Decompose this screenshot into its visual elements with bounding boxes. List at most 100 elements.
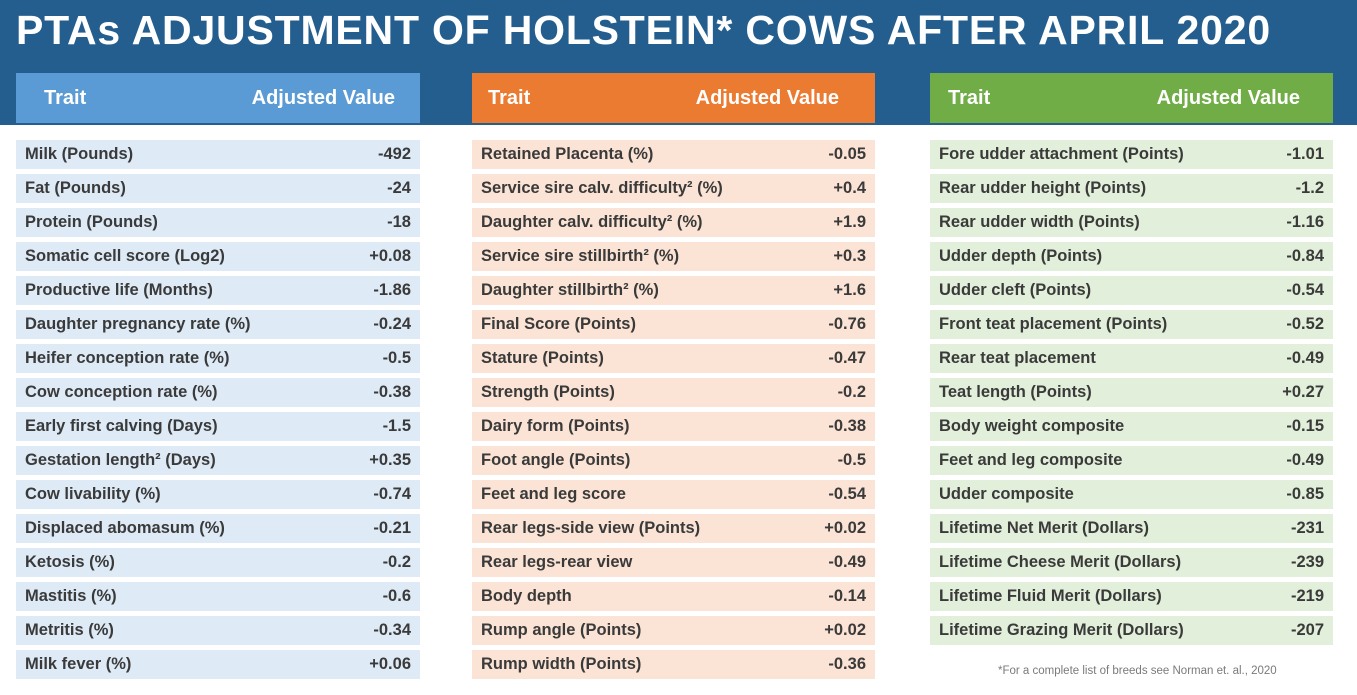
page-title: PTAs ADJUSTMENT OF HOLSTEIN* COWS AFTER … bbox=[16, 7, 1271, 53]
adjusted-value-cell: -0.2 bbox=[382, 553, 411, 571]
adjusted-value-cell: -1.16 bbox=[1286, 213, 1324, 231]
adjusted-value-cell: -0.24 bbox=[373, 315, 411, 333]
adjusted-value-cell: +0.02 bbox=[824, 621, 866, 639]
adjusted-value-cell: -0.54 bbox=[828, 485, 866, 503]
table-rows: Fore udder attachment (Points) -1.01 Rear … bbox=[930, 140, 1333, 645]
adjusted-value-cell: -1.2 bbox=[1295, 179, 1324, 197]
trait-cell: Milk fever (%) bbox=[25, 655, 132, 673]
table-row: Front teat placement (Points) -0.52 bbox=[930, 310, 1333, 339]
trait-cell: Foot angle (Points) bbox=[481, 451, 631, 469]
table-row: Somatic cell score (Log2) +0.08 bbox=[16, 242, 420, 271]
table-column-1: Trait Adjusted Value Milk (Pounds) -492 Fa… bbox=[16, 73, 420, 684]
table-row: Rear legs-rear view -0.49 bbox=[472, 548, 875, 577]
table-row: Daughter stillbirth² (%) +1.6 bbox=[472, 276, 875, 305]
adjusted-value-cell: +0.35 bbox=[369, 451, 411, 469]
adjusted-value-cell: -1.86 bbox=[373, 281, 411, 299]
table-header: Trait Adjusted Value bbox=[16, 73, 420, 123]
trait-cell: Lifetime Net Merit (Dollars) bbox=[939, 519, 1149, 537]
table-row: Daughter pregnancy rate (%) -0.24 bbox=[16, 310, 420, 339]
table-row: Stature (Points) -0.47 bbox=[472, 344, 875, 373]
table-row: Feet and leg score -0.54 bbox=[472, 480, 875, 509]
table-row: Service sire stillbirth² (%) +0.3 bbox=[472, 242, 875, 271]
trait-cell: Retained Placenta (%) bbox=[481, 145, 654, 163]
trait-cell: Metritis (%) bbox=[25, 621, 114, 639]
table-row: Service sire calv. difficulty² (%) +0.4 bbox=[472, 174, 875, 203]
adjusted-value-cell: +1.9 bbox=[833, 213, 866, 231]
table-row: Mastitis (%) -0.6 bbox=[16, 582, 420, 611]
trait-cell: Heifer conception rate (%) bbox=[25, 349, 230, 367]
table-row: Fore udder attachment (Points) -1.01 bbox=[930, 140, 1333, 169]
adjusted-value-cell: -0.5 bbox=[382, 349, 411, 367]
trait-header: Trait bbox=[488, 86, 531, 109]
table-row: Ketosis (%) -0.2 bbox=[16, 548, 420, 577]
adjusted-value-cell: -0.49 bbox=[828, 553, 866, 571]
table-row: Dairy form (Points) -0.38 bbox=[472, 412, 875, 441]
table-row: Rump angle (Points) +0.02 bbox=[472, 616, 875, 645]
table-row: Daughter calv. difficulty² (%) +1.9 bbox=[472, 208, 875, 237]
trait-cell: Mastitis (%) bbox=[25, 587, 117, 605]
table-row: Udder depth (Points) -0.84 bbox=[930, 242, 1333, 271]
adjusted-value-cell: -492 bbox=[377, 145, 411, 163]
adjusted-value-cell: -0.36 bbox=[828, 655, 866, 673]
trait-cell: Daughter calv. difficulty² (%) bbox=[481, 213, 703, 231]
trait-cell: Rump angle (Points) bbox=[481, 621, 642, 639]
trait-cell: Body depth bbox=[481, 587, 572, 605]
trait-cell: Teat length (Points) bbox=[939, 383, 1092, 401]
table-row: Lifetime Fluid Merit (Dollars) -219 bbox=[930, 582, 1333, 611]
trait-cell: Final Score (Points) bbox=[481, 315, 636, 333]
table-row: Metritis (%) -0.34 bbox=[16, 616, 420, 645]
adjusted-value-cell: -0.49 bbox=[1286, 451, 1324, 469]
table-row: Rump width (Points) -0.36 bbox=[472, 650, 875, 679]
trait-cell: Early first calving (Days) bbox=[25, 417, 218, 435]
adjusted-value-cell: -207 bbox=[1290, 621, 1324, 639]
table-row: Body weight composite -0.15 bbox=[930, 412, 1333, 441]
adjusted-value-cell: +0.3 bbox=[833, 247, 866, 265]
table-row: Milk fever (%) +0.06 bbox=[16, 650, 420, 679]
adjusted-value-header: Adjusted Value bbox=[695, 86, 839, 109]
adjusted-value-cell: -239 bbox=[1290, 553, 1324, 571]
adjusted-value-cell: -0.74 bbox=[373, 485, 411, 503]
trait-cell: Feet and leg score bbox=[481, 485, 626, 503]
table-row: Cow livability (%) -0.74 bbox=[16, 480, 420, 509]
trait-cell: Lifetime Grazing Merit (Dollars) bbox=[939, 621, 1184, 639]
table-row: Strength (Points) -0.2 bbox=[472, 378, 875, 407]
trait-cell: Productive life (Months) bbox=[25, 281, 213, 299]
table-row: Displaced abomasum (%) -0.21 bbox=[16, 514, 420, 543]
table-row: Lifetime Net Merit (Dollars) -231 bbox=[930, 514, 1333, 543]
adjusted-value-cell: +0.4 bbox=[833, 179, 866, 197]
footnote: *For a complete list of breeds see Norma… bbox=[998, 665, 1277, 677]
table-row: Early first calving (Days) -1.5 bbox=[16, 412, 420, 441]
table-row: Heifer conception rate (%) -0.5 bbox=[16, 344, 420, 373]
table-row: Rear udder height (Points) -1.2 bbox=[930, 174, 1333, 203]
trait-cell: Udder cleft (Points) bbox=[939, 281, 1092, 299]
adjusted-value-cell: -0.49 bbox=[1286, 349, 1324, 367]
trait-cell: Daughter stillbirth² (%) bbox=[481, 281, 659, 299]
adjusted-value-cell: +1.6 bbox=[833, 281, 866, 299]
adjusted-value-cell: -0.05 bbox=[828, 145, 866, 163]
trait-cell: Rear teat placement bbox=[939, 349, 1096, 367]
trait-cell: Daughter pregnancy rate (%) bbox=[25, 315, 251, 333]
adjusted-value-cell: -0.52 bbox=[1286, 315, 1324, 333]
adjusted-value-cell: -0.34 bbox=[373, 621, 411, 639]
adjusted-value-cell: -231 bbox=[1290, 519, 1324, 537]
adjusted-value-cell: -0.14 bbox=[828, 587, 866, 605]
table-rows: Retained Placenta (%) -0.05 Service sire c… bbox=[472, 140, 875, 679]
table-row: Fat (Pounds) -24 bbox=[16, 174, 420, 203]
table-row: Lifetime Grazing Merit (Dollars) -207 bbox=[930, 616, 1333, 645]
table-row: Protein (Pounds) -18 bbox=[16, 208, 420, 237]
trait-cell: Udder depth (Points) bbox=[939, 247, 1103, 265]
adjusted-value-cell: -0.47 bbox=[828, 349, 866, 367]
adjusted-value-cell: -0.6 bbox=[382, 587, 411, 605]
adjusted-value-cell: -1.5 bbox=[382, 417, 411, 435]
trait-cell: Rump width (Points) bbox=[481, 655, 642, 673]
trait-cell: Lifetime Cheese Merit (Dollars) bbox=[939, 553, 1182, 571]
table-row: Lifetime Cheese Merit (Dollars) -239 bbox=[930, 548, 1333, 577]
trait-cell: Fat (Pounds) bbox=[25, 179, 126, 197]
adjusted-value-cell: -219 bbox=[1290, 587, 1324, 605]
trait-cell: Cow conception rate (%) bbox=[25, 383, 218, 401]
adjusted-value-cell: -0.21 bbox=[373, 519, 411, 537]
trait-cell: Strength (Points) bbox=[481, 383, 615, 401]
trait-cell: Dairy form (Points) bbox=[481, 417, 630, 435]
trait-cell: Feet and leg composite bbox=[939, 451, 1123, 469]
adjusted-value-cell: -0.76 bbox=[828, 315, 866, 333]
